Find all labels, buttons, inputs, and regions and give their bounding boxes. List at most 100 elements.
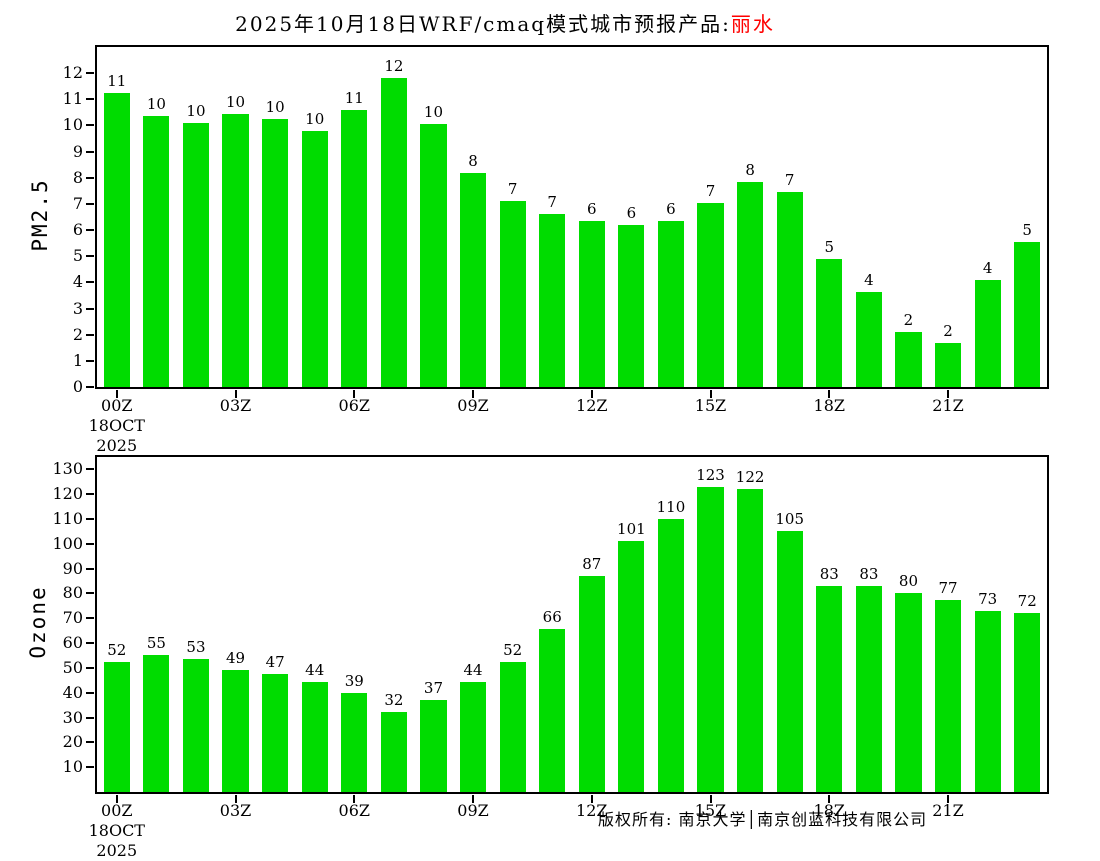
- bar-value-label: 80: [898, 571, 918, 590]
- x-tick-mark: [472, 795, 475, 803]
- y-tick-mark: [86, 666, 94, 669]
- x-tick-label: 12Z: [576, 396, 608, 415]
- x-tick-label: 03Z: [219, 396, 252, 415]
- x-tick-label: 21Z: [932, 396, 964, 415]
- bar-value-label: 39: [344, 671, 364, 690]
- y-tick-mark: [86, 98, 94, 101]
- bar-value-label: 73: [978, 589, 998, 608]
- bar-value-label: 52: [503, 641, 523, 660]
- x-tick-mark: [590, 795, 593, 803]
- bar: [974, 610, 1001, 792]
- bar-value-label: 66: [542, 607, 562, 626]
- y-tick-mark: [86, 150, 94, 153]
- bar: [459, 682, 487, 792]
- bar-value-label: 55: [146, 634, 166, 653]
- bar-value-label: 49: [225, 649, 246, 668]
- bar-value-label: 7: [705, 181, 716, 200]
- y-tick-mark: [86, 359, 94, 362]
- bar-value-label: 10: [186, 101, 206, 120]
- x-tick-mark: [709, 795, 712, 803]
- bar-value-label: 6: [626, 203, 637, 222]
- bar: [182, 122, 210, 387]
- y-tick-label: 3: [72, 298, 83, 318]
- bar: [816, 258, 843, 387]
- bar-value-label: 8: [468, 151, 478, 170]
- bar: [657, 220, 685, 387]
- bar: [143, 116, 170, 387]
- x-tick-mark: [590, 390, 593, 398]
- y-tick-label: 9: [72, 141, 83, 161]
- bar: [301, 681, 328, 792]
- x-tick-mark: [947, 390, 950, 398]
- bar-value-label: 10: [146, 95, 166, 114]
- bar-value-label: 53: [186, 638, 206, 657]
- bar: [776, 192, 803, 387]
- bar-value-label: 83: [819, 565, 839, 584]
- bar-value-label: 77: [938, 578, 958, 597]
- y-tick-mark: [86, 255, 94, 258]
- pm25-plot-area: 0 1 2 3 4 5 6 7 8 9 10 11 12 11 10 10 10 10 10 11 12 10 8 7 7 6 6 6…: [63, 45, 1049, 455]
- y-tick-label: 30: [62, 707, 83, 727]
- y-tick-mark: [86, 518, 94, 521]
- bar: [341, 692, 368, 792]
- y-tick-mark: [86, 333, 94, 336]
- y-tick-mark: [86, 72, 94, 75]
- bar: [499, 662, 526, 792]
- y-tick-label: 12: [62, 63, 83, 83]
- bar: [103, 661, 130, 792]
- bar-value-label: 37: [423, 679, 443, 698]
- x-tick-mark: [353, 390, 356, 398]
- bar: [855, 291, 882, 387]
- copyright-text: 版权所有: 南京大学│南京创蓝科技有限公司: [598, 810, 928, 829]
- y-tick-mark: [86, 124, 94, 127]
- bar-value-label: 5: [824, 237, 835, 256]
- x-tick-label: 18Z: [813, 801, 846, 820]
- x-tick-mark: [234, 795, 237, 803]
- x-tick-label: 09Z: [457, 396, 489, 415]
- y-tick-mark: [86, 386, 94, 388]
- y-tick-label: 1: [72, 350, 83, 370]
- bar: [1014, 613, 1041, 792]
- x-tick-label: 03Z: [219, 801, 252, 820]
- x-tick-label: 09Z: [457, 801, 489, 820]
- bar-value-label: 105: [775, 510, 805, 529]
- bar: [262, 118, 289, 387]
- pm25-chart: PM2.5 0 1 2 3 4 5 6 7 8 9 10 11 12 11 10 10 10 10 10 11 12 10…: [28, 45, 1049, 455]
- x-tick-mark: [234, 390, 237, 398]
- y-tick-mark: [86, 493, 94, 496]
- x-tick-mark: [828, 390, 831, 398]
- x-tick-mark: [472, 390, 475, 398]
- bar: [697, 486, 724, 792]
- y-tick-mark: [86, 567, 94, 570]
- bar: [420, 124, 447, 387]
- x-tick-mark: [115, 795, 118, 803]
- y-tick-label: 80: [62, 583, 83, 603]
- bar: [420, 700, 447, 792]
- bar-value-label: 11: [344, 88, 364, 107]
- bar-value-label: 5: [1022, 220, 1032, 239]
- bar: [459, 172, 487, 387]
- x-tick-label: 00Z 18OCT 2025: [88, 801, 145, 860]
- x-tick-label: 18Z: [813, 396, 846, 415]
- bar: [737, 489, 764, 792]
- y-tick-label: 11: [62, 89, 83, 109]
- bar-value-label: 110: [656, 498, 686, 517]
- bar: [974, 279, 1001, 387]
- bar-value-label: 4: [864, 270, 874, 289]
- bar-value-label: 52: [107, 640, 127, 659]
- bar-value-label: 44: [305, 660, 325, 679]
- bar: [618, 541, 645, 792]
- title-city-name: 丽水: [730, 12, 775, 36]
- bar: [222, 670, 249, 792]
- bar: [1014, 241, 1041, 387]
- y-tick-label: 110: [52, 509, 83, 529]
- x-tick-label: 06Z: [338, 801, 371, 820]
- bar-value-label: 122: [735, 468, 765, 487]
- x-tick-mark: [353, 795, 356, 803]
- bar: [855, 586, 882, 792]
- title-text: 2025年10月18日WRF/cmaq模式城市预报产品:: [235, 12, 731, 36]
- bar: [934, 342, 962, 387]
- bar: [776, 531, 803, 792]
- bar-value-label: 32: [384, 690, 404, 709]
- y-tick-mark: [86, 307, 94, 310]
